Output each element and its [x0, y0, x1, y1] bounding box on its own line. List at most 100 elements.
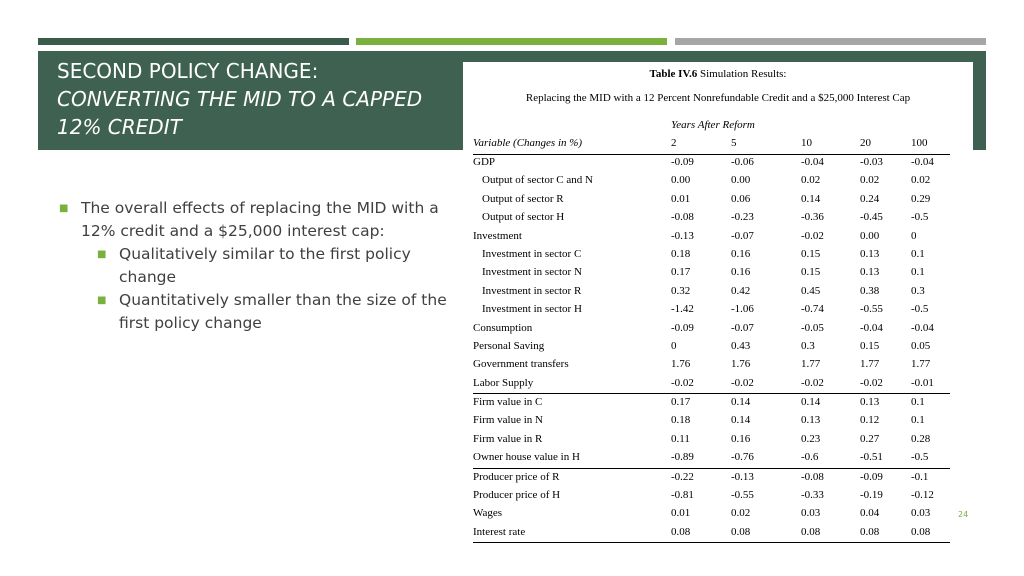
row-value: 0.45 — [801, 284, 821, 297]
row-label: Wages — [473, 507, 503, 520]
row-value: -0.08 — [671, 211, 694, 224]
row-label: Labor Supply — [473, 376, 534, 389]
header-year-20: 20 — [860, 137, 871, 149]
table-row: Output of sector C and N 0.00 0.00 0.02 0.02… — [473, 172, 950, 190]
row-value: -0.07 — [731, 229, 754, 242]
row-value: 0.16 — [731, 432, 751, 445]
row-value: 0.23 — [801, 432, 821, 445]
row-value: -0.02 — [731, 376, 754, 389]
row-value: 0.12 — [860, 414, 880, 427]
bullet-sub-1: ■ Qualitatively similar to the first pol… — [59, 243, 454, 289]
row-value: 0.08 — [731, 525, 751, 538]
accent-bar-dark-green — [38, 38, 349, 45]
row-value: 0.02 — [860, 174, 880, 187]
row-label: Firm value in N — [473, 414, 543, 427]
row-value: -0.02 — [860, 376, 883, 389]
table-row: Investment -0.13 -0.07 -0.02 0.00 0 — [473, 228, 950, 246]
row-value: -0.6 — [801, 451, 819, 464]
row-value: 0.29 — [911, 192, 931, 205]
row-label: Investment in sector N — [482, 266, 582, 279]
row-value: 1.76 — [731, 358, 751, 371]
row-value: -1.42 — [671, 303, 694, 316]
row-value: -0.55 — [731, 489, 754, 502]
row-value: -0.13 — [671, 229, 694, 242]
row-label: Interest rate — [473, 525, 526, 538]
row-value: 0.18 — [671, 247, 691, 260]
row-value: 0.06 — [731, 192, 751, 205]
row-value: -0.02 — [671, 376, 694, 389]
row-label: Consumption — [473, 321, 533, 334]
column-group-header: Years After Reform — [671, 119, 755, 131]
row-value: 1.77 — [911, 358, 931, 371]
row-value: 0.1 — [911, 396, 925, 409]
row-value: 0.43 — [731, 339, 751, 352]
row-label: Investment — [473, 229, 522, 242]
row-value: -0.06 — [731, 156, 754, 168]
slide-title: SECOND POLICY CHANGE: CONVERTING THE MID… — [57, 57, 462, 141]
bullet-sub-2: ■ Quantitatively smaller than the size o… — [59, 289, 454, 335]
row-value: -0.81 — [671, 489, 694, 502]
row-value: 0.1 — [911, 414, 925, 427]
row-value: 0.03 — [911, 507, 931, 520]
table-subtitle: Replacing the MID with a 12 Percent Nonr… — [525, 92, 911, 104]
row-value: -0.12 — [911, 489, 934, 502]
table-row: Interest rate 0.08 0.08 0.08 0.08 0.08 — [473, 524, 950, 544]
bullet-list: ■ The overall effects of replacing the M… — [59, 197, 454, 335]
row-value: -0.51 — [860, 451, 883, 464]
row-value: -0.45 — [860, 211, 883, 224]
square-bullet-icon: ■ — [97, 249, 107, 260]
row-value: 0 — [911, 229, 917, 242]
square-bullet-icon: ■ — [59, 203, 69, 214]
row-value: -0.08 — [801, 470, 824, 483]
row-label: Investment in sector R — [482, 284, 582, 297]
row-label: Owner house value in H — [473, 451, 580, 464]
row-value: -0.05 — [801, 321, 824, 334]
table-label: Table IV.6 — [649, 68, 698, 80]
row-value: 0.1 — [911, 266, 925, 279]
row-value: -0.04 — [801, 156, 824, 168]
row-label: Investment in sector C — [482, 247, 582, 260]
row-value: 0.02 — [801, 174, 821, 187]
table-row: Investment in sector H -1.42 -1.06 -0.74 -0.… — [473, 301, 950, 319]
table-row: Consumption -0.09 -0.07 -0.05 -0.04 -0.04 — [473, 320, 950, 338]
header-year-100: 100 — [911, 137, 928, 149]
simulation-table: Table IV.6 Simulation Results: Replacing… — [463, 62, 973, 546]
row-value: -0.36 — [801, 211, 824, 224]
row-value: 0.05 — [911, 339, 931, 352]
row-value: 0.13 — [801, 414, 821, 427]
row-value: -0.55 — [860, 303, 883, 316]
row-value: 0.18 — [671, 414, 691, 427]
row-value: -0.74 — [801, 303, 824, 316]
row-label: Output of sector H — [482, 211, 565, 224]
row-value: -0.04 — [860, 321, 883, 334]
square-bullet-icon: ■ — [97, 295, 107, 306]
row-value: -0.09 — [671, 156, 694, 168]
row-value: 0.17 — [671, 266, 691, 279]
row-label: Producer price of R — [473, 470, 560, 483]
row-value: -0.09 — [671, 321, 694, 334]
row-value: 1.77 — [801, 358, 821, 371]
row-label: GDP — [473, 156, 496, 168]
row-value: -0.02 — [801, 376, 824, 389]
accent-bar-gray — [675, 38, 986, 45]
row-label: Output of sector C and N — [482, 174, 593, 187]
row-value: -0.5 — [911, 303, 929, 316]
table-row: Firm value in C 0.17 0.14 0.14 0.13 0.1 — [473, 393, 950, 412]
row-value: 0.3 — [911, 284, 925, 297]
row-value: 0.42 — [731, 284, 751, 297]
row-value: -0.23 — [731, 211, 754, 224]
row-value: -0.19 — [860, 489, 883, 502]
row-value: 1.76 — [671, 358, 691, 371]
row-value: -0.76 — [731, 451, 754, 464]
row-value: 0.15 — [801, 266, 821, 279]
row-value: -0.5 — [911, 451, 929, 464]
table-row: Owner house value in H -0.89 -0.76 -0.6 -0.5… — [473, 449, 950, 467]
bullet-sub-1-text: Qualitatively similar to the first polic… — [119, 245, 411, 286]
row-value: -0.1 — [911, 470, 929, 483]
row-value: 0.01 — [671, 507, 691, 520]
row-value: 0.13 — [860, 266, 880, 279]
header-year-10: 10 — [801, 137, 812, 149]
row-value: 0.17 — [671, 396, 691, 409]
table-header-row: Variable (Changes in %) 2 5 10 20 100 — [473, 134, 950, 155]
row-value: 0 — [671, 339, 677, 352]
